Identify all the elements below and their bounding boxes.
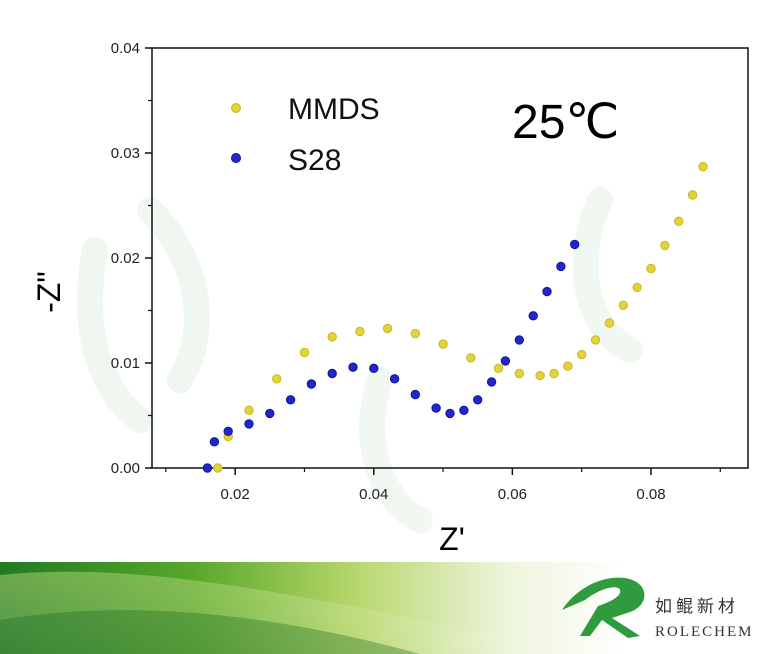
data-point-s28-6 [306, 379, 317, 389]
legend-label-mmds: MMDS [288, 93, 380, 126]
data-point-mmds-9 [438, 339, 448, 349]
x-axis: 0.02 0.04 0.06 0.08 [165, 468, 721, 503]
series-mmds [213, 161, 708, 473]
data-point-s28-20 [542, 286, 552, 297]
data-point-mmds-14 [549, 368, 559, 379]
legend-marker-s28 [231, 153, 241, 163]
data-point-mmds-6 [355, 326, 365, 337]
series-layer [202, 161, 708, 473]
x-tick-label-1: 0.04 [359, 486, 388, 503]
data-point-s28-15 [473, 395, 483, 405]
data-point-s28-14 [459, 405, 469, 415]
data-point-mmds-10 [466, 353, 476, 363]
x-tick-label-3: 0.08 [636, 486, 665, 503]
data-point-mmds-12 [514, 368, 524, 379]
data-point-mmds-15 [563, 361, 573, 371]
data-point-mmds-16 [577, 349, 587, 360]
data-point-mmds-19 [618, 300, 628, 310]
data-point-s28-16 [486, 377, 497, 387]
data-point-mmds-11 [493, 363, 504, 373]
data-point-s28-8 [348, 362, 358, 372]
data-point-s28-3 [244, 419, 254, 429]
data-point-mmds-25 [698, 161, 708, 172]
data-point-s28-21 [556, 261, 566, 272]
data-point-s28-10 [389, 374, 400, 384]
data-point-mmds-20 [632, 282, 642, 293]
data-point-mmds-8 [410, 328, 420, 339]
legend: MMDS S28 [231, 93, 380, 177]
data-point-mmds-7 [382, 323, 393, 334]
brand-logo-icon [562, 577, 645, 638]
y-tick-label-2: 0.02 [111, 250, 140, 267]
x-axis-title: Z' [439, 521, 465, 557]
y-axis: 0.00 0.01 0.02 0.03 0.04 [111, 40, 152, 477]
data-point-s28-1 [209, 437, 220, 447]
data-point-mmds-13 [535, 370, 545, 381]
data-point-s28-9 [369, 363, 379, 373]
data-point-s28-7 [327, 368, 337, 379]
data-point-mmds-3 [272, 374, 282, 384]
temperature-annotation: 25℃ [512, 96, 619, 149]
x-tick-label-2: 0.06 [498, 486, 527, 503]
data-point-s28-11 [410, 389, 420, 400]
data-point-s28-17 [500, 356, 511, 366]
data-point-s28-13 [445, 408, 455, 419]
legend-label-s28: S28 [288, 144, 341, 177]
data-point-s28-0 [202, 463, 213, 473]
data-point-mmds-17 [590, 335, 601, 345]
data-point-s28-2 [223, 426, 233, 436]
brand-name-zh: 如鲲新材 [655, 597, 739, 617]
series-s28 [202, 239, 580, 473]
data-point-s28-4 [265, 408, 275, 419]
data-point-mmds-2 [244, 405, 254, 415]
footer-banner [0, 562, 781, 654]
y-tick-label-4: 0.04 [111, 40, 140, 57]
data-point-s28-5 [285, 395, 296, 405]
data-point-mmds-4 [299, 347, 310, 358]
x-tick-label-0: 0.02 [221, 486, 250, 503]
legend-marker-mmds [231, 103, 241, 113]
y-tick-label-1: 0.01 [111, 355, 140, 372]
plot-area [151, 47, 749, 469]
data-point-s28-12 [431, 403, 441, 413]
data-point-mmds-24 [687, 190, 698, 200]
watermark [77, 187, 643, 533]
data-point-s28-19 [528, 311, 538, 321]
y-tick-label-3: 0.03 [111, 145, 140, 162]
y-tick-label-0: 0.00 [111, 460, 140, 477]
y-axis-title: -Z" [31, 271, 67, 313]
brand-logo: 如鲲新材 ROLECHEM [562, 577, 754, 640]
data-point-s28-18 [514, 335, 524, 345]
data-point-s28-22 [570, 239, 580, 250]
data-point-mmds-18 [604, 318, 615, 328]
data-point-mmds-22 [660, 240, 670, 251]
data-point-mmds-0 [213, 463, 223, 473]
data-point-mmds-21 [646, 263, 656, 274]
data-point-mmds-23 [674, 216, 684, 227]
data-point-mmds-5 [327, 332, 337, 342]
brand-name-en: ROLECHEM [655, 624, 754, 640]
